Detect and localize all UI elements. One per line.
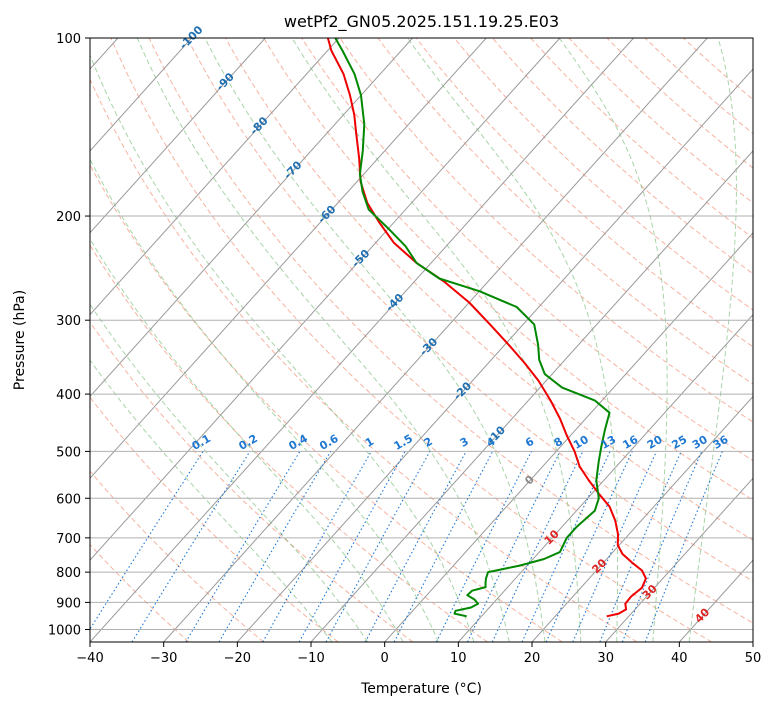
y-tick-label: 1000 xyxy=(48,624,81,639)
y-tick-label: 300 xyxy=(56,314,81,329)
dry-adiabat-line xyxy=(492,38,753,275)
mixing-ratio-line xyxy=(298,451,406,642)
dry-adiabat-line xyxy=(90,470,264,642)
x-tick-label: 50 xyxy=(745,651,762,666)
x-tick-label: 0 xyxy=(381,651,389,666)
moist-adiabat-line xyxy=(90,53,475,642)
mixing-ratio-line xyxy=(599,451,682,642)
x-tick-label: 30 xyxy=(597,651,614,666)
isotherm-line xyxy=(90,38,561,561)
isotherm-line xyxy=(236,68,753,642)
dry-adiabat-line xyxy=(415,38,753,348)
y-axis-title: Pressure (hPa) xyxy=(12,290,28,390)
mixing-ratio-line xyxy=(644,451,723,642)
isotherm-line xyxy=(605,477,753,642)
x-tick-label: 20 xyxy=(524,651,541,666)
dewpoint-profile-line xyxy=(334,38,611,618)
y-tick-label: 900 xyxy=(56,596,81,611)
moist-adiabat-line xyxy=(688,38,737,642)
mixing-ratio-line xyxy=(325,451,431,642)
series-layer xyxy=(326,38,647,618)
isotherm-line xyxy=(90,38,192,152)
mixing-ratio-line xyxy=(90,451,204,631)
moist-adiabat-line xyxy=(291,38,582,642)
x-tick-label: 40 xyxy=(671,651,688,666)
mixing-ratio-line xyxy=(262,451,372,642)
dry-adiabat-line xyxy=(148,38,753,624)
y-tick-label: 100 xyxy=(56,32,81,47)
moist-adiabat-line xyxy=(136,38,510,642)
dry-adiabat-line xyxy=(224,38,753,541)
isotherm-line xyxy=(163,38,708,642)
moist-adiabat-line xyxy=(90,238,404,642)
moist-adiabat-line xyxy=(558,38,668,642)
isotherm-line xyxy=(90,38,413,398)
y-tick-label: 500 xyxy=(56,445,81,460)
x-tick-label: −10 xyxy=(297,651,324,666)
chart-title: wetPf2_GN05.2025.151.19.25.E03 xyxy=(284,12,559,32)
mixing-ratio-line xyxy=(572,451,658,642)
x-axis-title: Temperature (°C) xyxy=(360,681,482,697)
mixing-ratio-line xyxy=(131,451,251,642)
moist-adiabat-line xyxy=(204,38,546,642)
moist-adiabat-line xyxy=(90,158,439,642)
axis-layer: −40 −30 −20 −10 0 10 20 30 40 50 100 200 300 400 500 60… xyxy=(48,32,761,666)
isotherm-line xyxy=(310,150,753,642)
dry-adiabat-line xyxy=(110,38,712,642)
x-tick-label: −20 xyxy=(224,651,251,666)
isotherm-line xyxy=(457,313,753,642)
dry-adiabat-line xyxy=(90,244,488,642)
x-tick-label: −30 xyxy=(150,651,177,666)
isotherm-line xyxy=(90,38,634,642)
dry-adiabat-line xyxy=(90,396,339,642)
isotherm-line xyxy=(90,38,266,234)
mixing-ratio-line xyxy=(621,451,703,642)
y-tick-label: 200 xyxy=(56,210,81,225)
y-tick-label: 600 xyxy=(56,492,81,507)
isotherm-line xyxy=(384,231,753,642)
mixing-ratio-line xyxy=(545,451,633,642)
plot-frame xyxy=(89,37,754,643)
mixing-ratio-line xyxy=(435,451,532,642)
x-tick-label: 10 xyxy=(450,651,467,666)
grid-layer xyxy=(90,38,753,642)
moist-adiabat-line xyxy=(407,38,619,642)
x-tick-label: −40 xyxy=(76,651,103,666)
y-tick-label: 700 xyxy=(56,532,81,547)
dry-adiabat-line xyxy=(186,38,753,582)
isotherm-line xyxy=(90,38,340,316)
isotherm-line xyxy=(531,395,753,642)
dry-adiabat-line xyxy=(90,78,638,642)
temperature-profile-line xyxy=(326,38,647,618)
dry-adiabat-line xyxy=(377,38,753,385)
dry-adiabat-line xyxy=(263,38,753,501)
y-tick-label: 400 xyxy=(56,388,81,403)
y-tick-label: 800 xyxy=(56,566,81,581)
dry-adiabat-line xyxy=(568,38,753,204)
moist-adiabat-line xyxy=(90,303,369,642)
isotherm-line xyxy=(90,38,487,480)
